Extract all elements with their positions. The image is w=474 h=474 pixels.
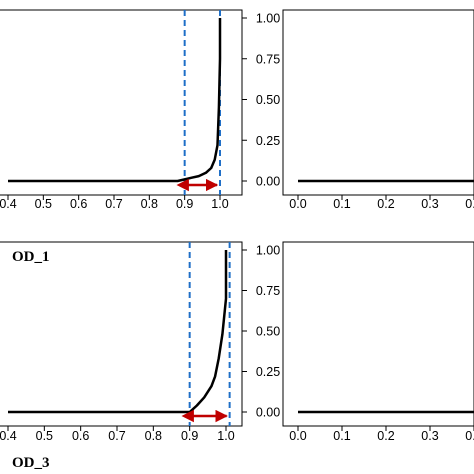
x-tick-label: 0.1 [333,429,350,443]
x-tick-label: 0.9 [181,429,198,443]
panel-1: 0.4 0.5 0.6 0.7 0.8 0.9 1.0 0.00 0.25 0.50 0.75 1.0… [0,9,280,265]
series-line-1 [8,250,228,414]
x-tick-label: 1.0 [211,197,228,211]
y-tick-label: 1.00 [256,12,280,26]
x-tick-label: 0.2 [377,197,394,211]
x-tick-label: 0.0 [289,429,306,443]
x-tick-label: 0.4 [0,197,17,211]
x-tick-label: 0.0 [289,197,306,211]
plot-frame [282,241,474,427]
x-tick-label: 0.2 [377,429,394,443]
x-tick-label: 0.9 [176,197,193,211]
x-tick-label: 0.6 [70,197,87,211]
panel-4: 0.0 0.1 0.2 0.3 0.4 [282,241,474,443]
x-tick-label: 0.8 [145,429,162,443]
x-tick-label: 0.7 [105,197,122,211]
panel-title: OD_3 [12,455,50,471]
y-tick-label: 0.00 [256,175,280,189]
plot-frame [0,241,243,427]
y-tick-label: 0.50 [256,93,280,107]
y-tick-label: 0.75 [256,284,280,298]
panel-2: 0.0 0.1 0.2 0.3 0.4 [282,9,474,211]
x-tick-label: 0.7 [108,429,125,443]
x-tick-label: 0.5 [35,197,52,211]
plot-frame [0,9,243,196]
x-tick-label: 0.8 [141,197,158,211]
y-tick-label: 0.25 [256,365,280,379]
x-tick-label: 0.4 [0,429,17,443]
x-tick-label: 0.3 [421,197,438,211]
panel-title: OD_1 [12,249,50,265]
series-line-1 [8,18,222,183]
x-tick-label: 0.4 [465,429,474,443]
y-tick-label: 0.00 [256,406,280,420]
plot-frame [282,9,474,196]
x-tick-label: 0.5 [36,429,53,443]
y-tick-label: 0.50 [256,325,280,339]
x-tick-label: 0.4 [465,197,474,211]
y-tick-label: 0.25 [256,134,280,148]
y-tick-label: 1.00 [256,244,280,258]
x-tick-label: 0.1 [333,197,350,211]
x-tick-label: 0.6 [72,429,89,443]
panel-3: 0.4 0.5 0.6 0.7 0.8 0.9 1.0 0.00 0.25 0.50 0.75 1.0… [0,241,280,471]
y-tick-label: 0.75 [256,52,280,66]
x-tick-label: 0.3 [421,429,438,443]
x-tick-label: 1.0 [217,429,234,443]
